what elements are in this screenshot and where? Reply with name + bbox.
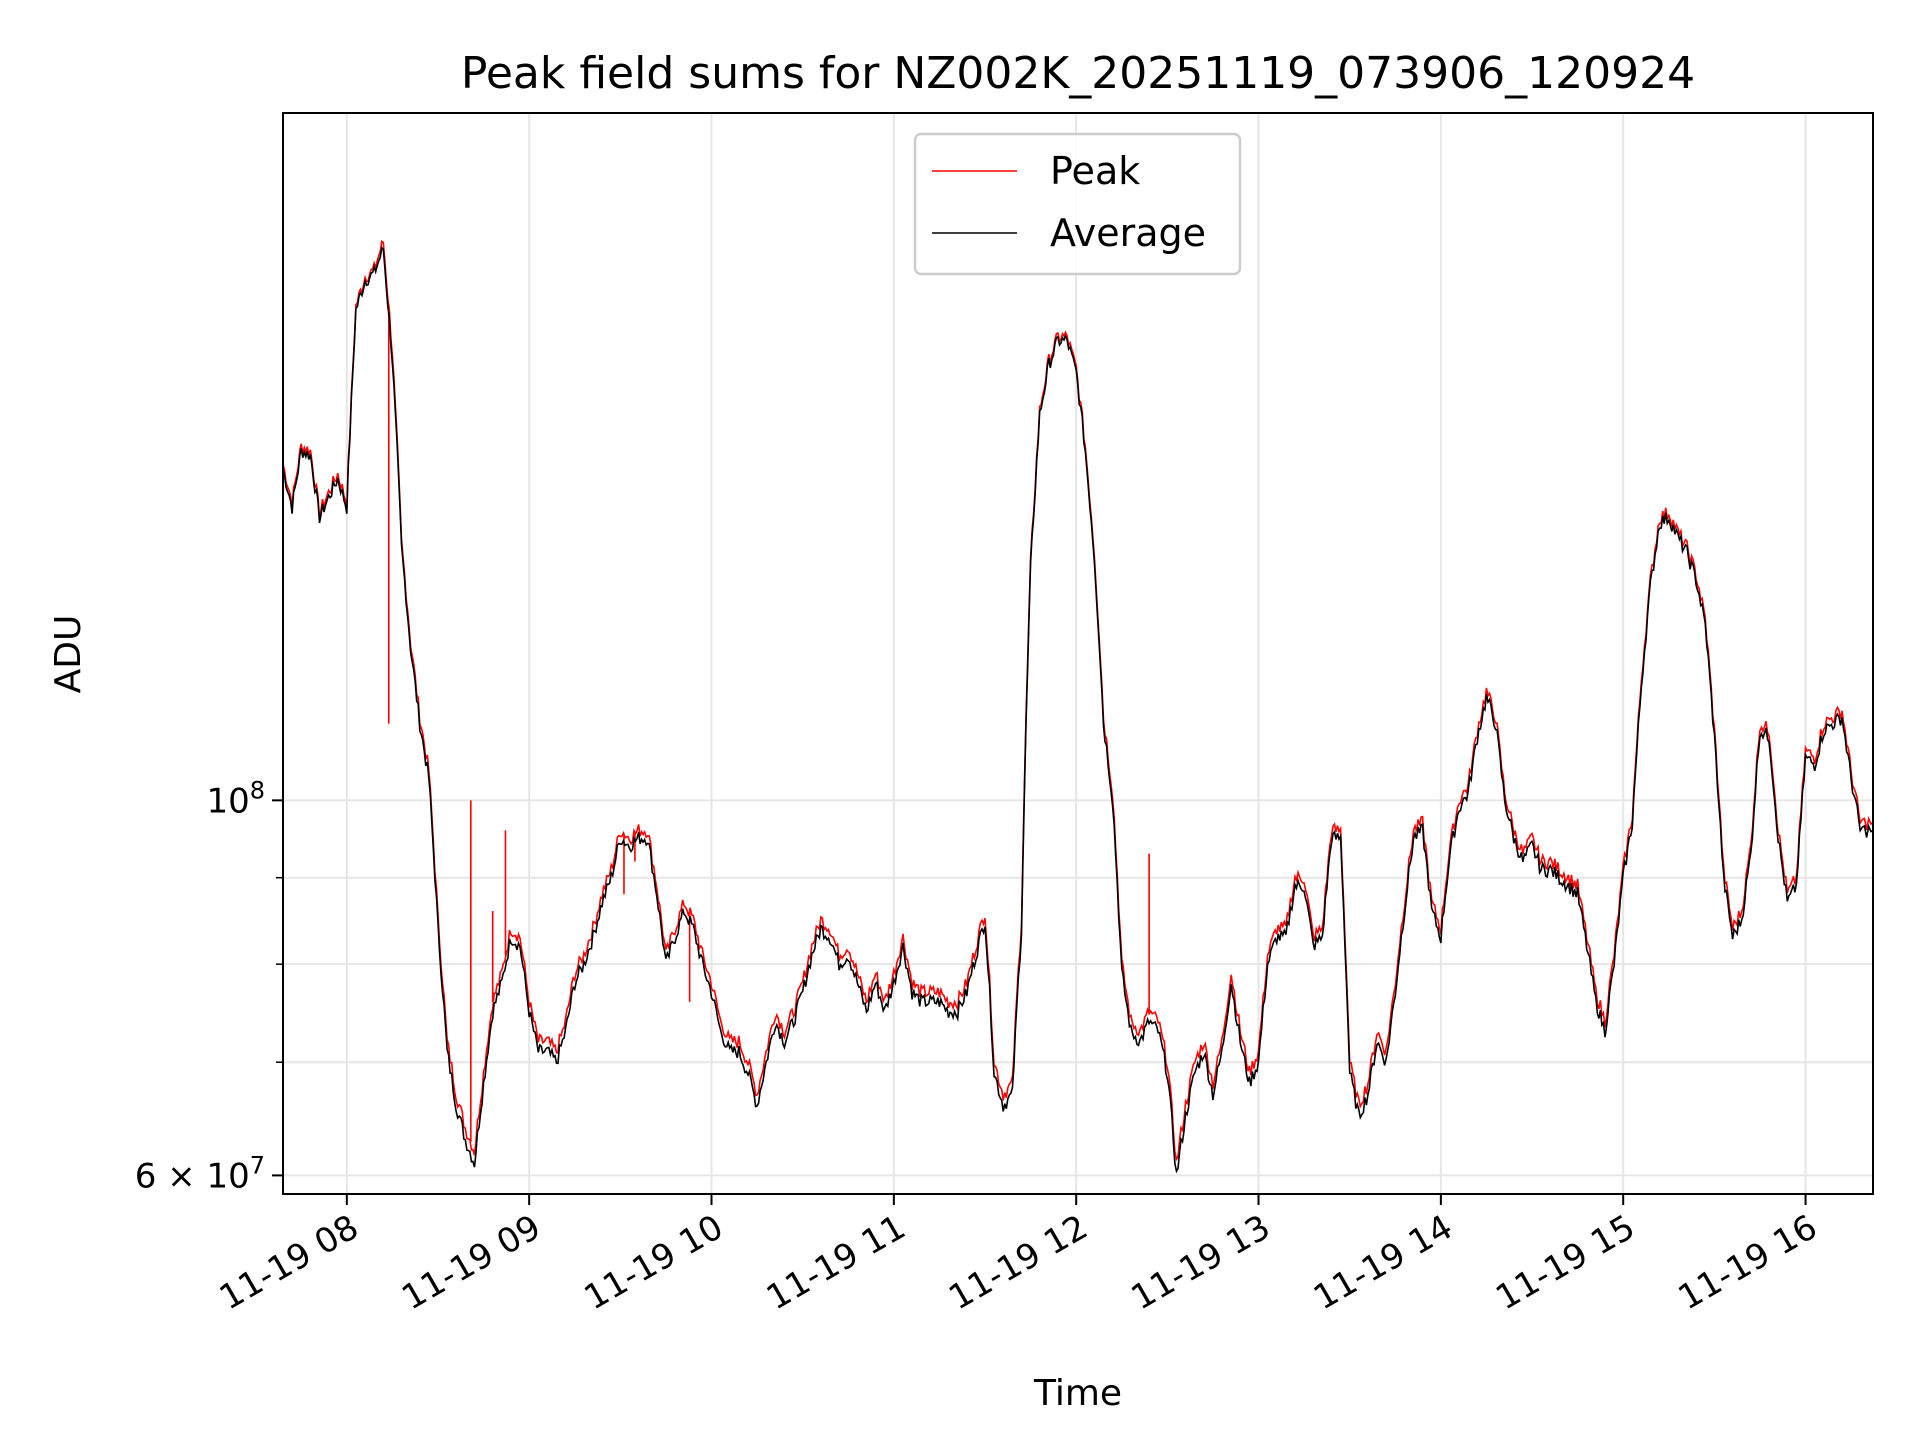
grid [283, 113, 1873, 1194]
legend: Peak Average [913, 132, 1242, 276]
plot-lines [283, 239, 1873, 1174]
chart-title: Peak field sums for NZ002K_20251119_0739… [461, 48, 1695, 99]
y-axis-label: ADU [48, 615, 89, 694]
series-line-average [283, 245, 1873, 1174]
y-ticks: 108 6 × 107 [135, 776, 283, 1196]
x-axis-label: Time [1033, 1373, 1122, 1414]
axes-frame [282, 112, 1874, 1195]
legend-label-average: Average [1050, 211, 1206, 255]
legend-label-peak: Peak [1050, 149, 1140, 193]
series-line-peak [283, 239, 1873, 1162]
y-tick-label: 6 × 107 [135, 1151, 265, 1196]
y-tick-label: 108 [206, 776, 265, 821]
legend-box [913, 132, 1242, 276]
